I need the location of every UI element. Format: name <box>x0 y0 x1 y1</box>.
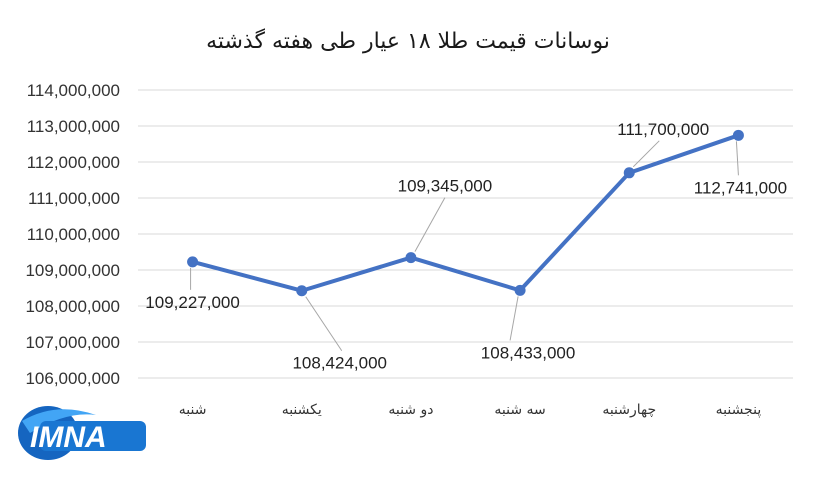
data-label: 109,345,000 <box>398 177 493 196</box>
y-tick-label: 112,000,000 <box>27 153 120 172</box>
logo-text: IMNA <box>30 421 107 454</box>
data-point <box>514 284 526 296</box>
y-tick-label: 107,000,000 <box>25 333 120 352</box>
leader-line <box>509 296 519 341</box>
x-tick-label: پنجشنبه <box>716 402 762 418</box>
data-label: 112,741,000 <box>694 178 787 197</box>
series-line <box>187 129 744 297</box>
leader-line <box>414 197 446 252</box>
y-tick-label: 110,000,000 <box>27 225 120 244</box>
x-tick-label: شنبه <box>179 402 207 418</box>
x-tick-label: دو شنبه <box>388 402 433 418</box>
x-axis-ticks: شنبه یکشنبه دو شنبه سه شنبه چهارشنبه پنجشنبه <box>179 402 762 418</box>
gridlines <box>138 89 793 379</box>
data-label: 108,424,000 <box>292 354 387 373</box>
y-tick-label: 109,000,000 <box>25 261 120 280</box>
chart-title: نوسانات قیمت طلا ۱۸ عیار طی هفته گذشته <box>206 28 610 54</box>
imna-logo: IMNA <box>18 406 146 460</box>
y-tick-label: 111,000,000 <box>28 189 120 208</box>
series-polyline <box>190 133 741 293</box>
data-point <box>623 167 635 179</box>
data-point <box>732 129 744 141</box>
leader-line <box>305 296 343 352</box>
data-label: 111,700,000 <box>617 120 709 139</box>
data-label: 108,433,000 <box>481 343 576 362</box>
data-point <box>405 252 417 264</box>
leader-line <box>632 140 660 168</box>
x-tick-label: سه شنبه <box>494 402 545 418</box>
y-tick-label: 114,000,000 <box>27 81 120 100</box>
x-tick-label: یکشنبه <box>282 402 322 418</box>
data-point <box>187 256 199 268</box>
logo-bar <box>40 421 146 451</box>
x-tick-label: چهارشنبه <box>602 402 656 418</box>
y-tick-label: 106,000,000 <box>25 369 120 388</box>
data-labels: 109,227,000 108,424,000 109,345,000 108,433… <box>145 120 787 373</box>
y-tick-label: 108,000,000 <box>25 297 120 316</box>
leader-line <box>735 141 739 176</box>
y-axis-ticks: 106,000,000 107,000,000 108,000,000 109,000… <box>25 81 120 388</box>
y-tick-label: 113,000,000 <box>27 117 120 136</box>
data-point <box>296 285 308 297</box>
data-label: 109,227,000 <box>145 293 240 312</box>
